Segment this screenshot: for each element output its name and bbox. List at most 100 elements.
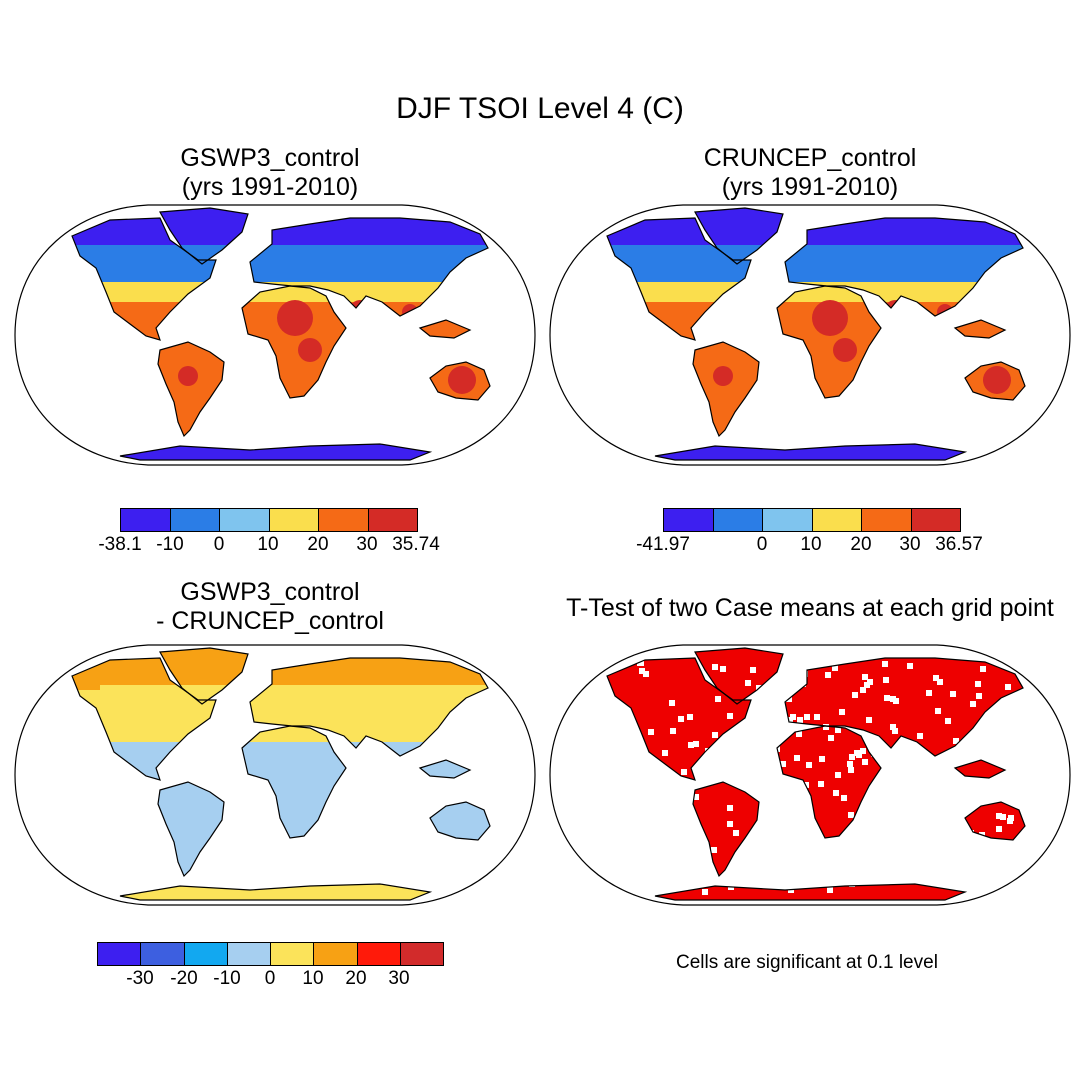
insignificant-cell [937,679,943,685]
hot-region [178,366,198,386]
insignificant-cell [814,714,820,720]
insignificant-cell [827,887,833,893]
coastline-africa [776,725,882,839]
coastline-seasia [953,319,1007,339]
colorbar-swatch [227,943,271,965]
coastline-greenland [694,207,784,265]
band-north [72,685,490,722]
insignificant-cell [639,668,645,674]
coastline-namerica [71,217,217,341]
insignificant-cell [745,680,751,686]
band-subtropic [607,282,1025,302]
insignificant-cell [688,742,694,748]
colorbar-swatch [357,943,401,965]
insignificant-cell [866,717,872,723]
colorbar-tick-label: 10 [302,968,324,989]
colorbar-swatch [121,509,171,531]
panel1-title-line2: (yrs 1991-2010) [181,173,359,201]
insignificant-cell [848,812,854,818]
insignificant-cell [839,709,845,715]
insignificant-cell [712,732,718,738]
hot-region [298,338,322,362]
colorbar-tick-label: -10 [156,534,184,555]
insignificant-cell [833,790,839,796]
coastline-australia [429,361,491,401]
colorbar-tick-label: 10 [257,534,279,555]
insignificant-cell [693,794,699,800]
colorbar-tick-label: 36.57 [935,534,983,555]
colorbar-swatch [812,509,862,531]
colorbar-swatch [713,509,763,531]
insignificant-cell [970,701,976,707]
panel1-title-line1: GSWP3_control [180,144,360,172]
insignificant-cell [835,772,841,778]
panel2-title-line2: (yrs 1991-2010) [721,173,899,201]
coastline-antarctica [654,443,968,461]
coastline-samerica [692,341,760,438]
coastline-australia [964,801,1026,841]
insignificant-cell [1005,684,1011,690]
insignificant-cell [841,795,847,801]
panel2-title-line1: CRUNCEP_control [703,144,917,172]
coastline-samerica [157,781,225,878]
coastline-seasia [418,759,472,779]
insignificant-cell [662,750,668,756]
insignificant-cell [693,741,699,747]
coastline-samerica [157,341,225,438]
colorbar-tick-label: 30 [899,534,921,555]
colorbar-tick-label: 20 [307,534,329,555]
insignificant-cell [797,717,803,723]
panel3-title-line2: - CRUNCEP_control [156,607,384,635]
insignificant-cell [562,665,568,671]
colorbar-swatch [170,509,220,531]
insignificant-cell [835,727,841,733]
map-border [14,204,536,466]
panel3-map [14,644,536,906]
colorbar-tick-label: 0 [213,534,225,555]
coastline-greenland [694,647,784,705]
colorbar-swatch [911,509,960,531]
panel3-title: GSWP3_control - CRUNCEP_control [70,578,470,636]
insignificant-cell [733,830,739,836]
band-subtropic [72,722,490,742]
insignificant-cell [996,813,1002,819]
colorbar-swatch [862,509,912,531]
insignificant-cell [819,756,825,762]
insignificant-cell [860,687,866,693]
insignificant-cell [643,671,649,677]
insignificant-cell [638,660,644,666]
hot-region [833,338,857,362]
insignificant-cell [893,698,899,704]
coastline-seasia [418,319,472,339]
colorbar-swatch [319,509,369,531]
coastline-eurasia [784,217,1024,317]
panel1-map [14,204,536,466]
insignificant-cell [727,805,733,811]
insignificant-cell [852,692,858,698]
colorbar-tick-label: -10 [213,968,241,989]
colorbar-swatch [269,509,319,531]
insignificant-cell [935,708,941,714]
panel2-colorbar [663,508,961,532]
insignificant-cell [933,675,939,681]
insignificant-cell [750,667,756,673]
significance-note: Cells are significant at 0.1 level [676,952,938,973]
insignificant-cell [567,695,573,701]
insignificant-cell [980,666,986,672]
insignificant-cell [860,748,866,754]
colorbar-tick-label: 30 [356,534,378,555]
insignificant-cell [804,714,810,720]
coastline-seasia [953,759,1007,779]
insignificant-cell [794,755,800,761]
insignificant-cell [670,728,676,734]
insignificant-cell [780,761,786,767]
panel3-colorbar [97,942,444,966]
colorbar-tick-label: 30 [388,968,410,989]
colorbar-swatch [664,509,714,531]
panel1-title: GSWP3_control (yrs 1991-2010) [70,144,470,202]
insignificant-cell [926,690,932,696]
panel2-map [549,204,1071,466]
insignificant-cell [890,724,896,730]
hot-region [983,366,1011,394]
insignificant-cell [825,672,831,678]
